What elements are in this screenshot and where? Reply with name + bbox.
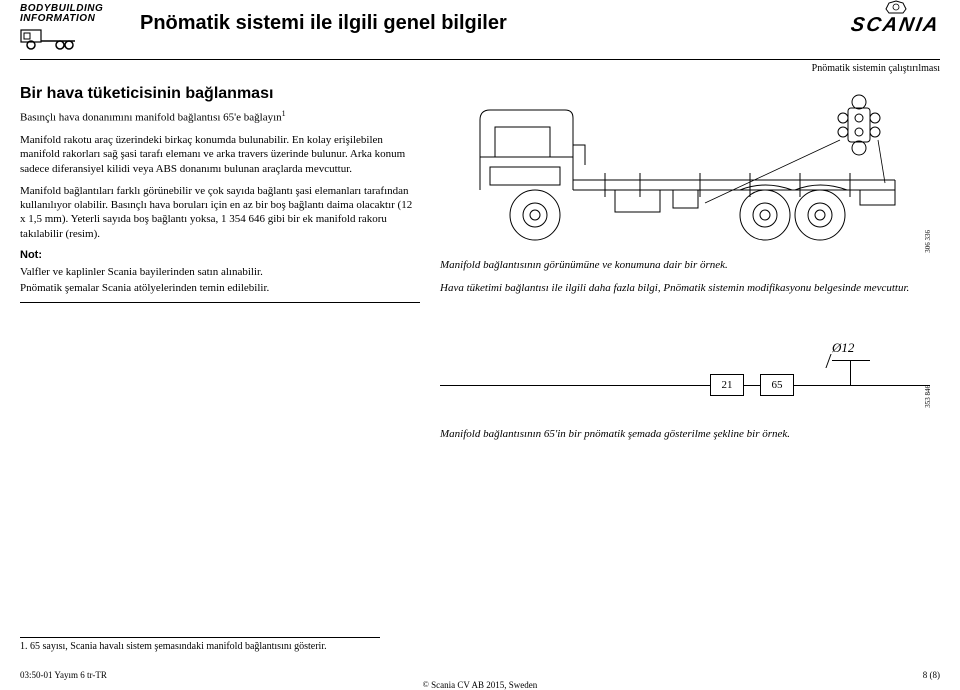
schematic-figure: 21 65 Ø12 353 846 xyxy=(440,350,930,410)
main-content: Bir hava tüketicisinin bağlanması Basınç… xyxy=(20,85,940,440)
footer-center: © Scania CV AB 2015, Sweden xyxy=(0,680,960,690)
paragraph-1: Basınçlı hava donanımını manifold bağlan… xyxy=(20,109,420,125)
figure-caption-2: Manifold bağlantısının 65'in bir pnömati… xyxy=(440,428,930,440)
right-column: 306 336 Manifold bağlantısının görünümün… xyxy=(440,85,930,440)
bodybuilding-logo: BODYBUILDING INFORMATION xyxy=(20,4,120,49)
p1-text: Basınçlı hava donanımını manifold bağlan… xyxy=(20,112,282,124)
copyright-symbol: © xyxy=(423,680,429,689)
page-footer: 03:50-01 Yayım 6 tr-TR 8 (8) xyxy=(20,670,940,680)
brand-word: SCANIA xyxy=(849,14,942,37)
figure-ref-1: 306 336 xyxy=(924,230,932,253)
page-header: BODYBUILDING INFORMATION Pnömatik sistem… xyxy=(20,0,940,60)
figure-note: Hava tüketimi bağlantısı ile ilgili daha… xyxy=(440,281,930,295)
p1-sup: 1 xyxy=(282,109,286,118)
schematic-box-21: 21 xyxy=(710,374,744,396)
footer-right: 8 (8) xyxy=(923,670,940,680)
header-subtext: Pnömatik sistemin çalıştırılması xyxy=(812,63,940,74)
section-divider xyxy=(20,302,420,303)
paragraph-3: Manifold bağlantıları farklı görünebilir… xyxy=(20,184,420,241)
logo-line2: INFORMATION xyxy=(20,14,120,24)
note-label: Not: xyxy=(20,249,420,261)
schematic-diameter: Ø12 xyxy=(832,340,854,356)
paragraph-2: Manifold rakotu araç üzerindeki birkaç k… xyxy=(20,133,420,176)
document-title: Pnömatik sistemi ile ilgili genel bilgil… xyxy=(140,12,507,35)
scania-emblem-icon xyxy=(881,0,911,14)
footer-center-text: Scania CV AB 2015, Sweden xyxy=(431,680,537,690)
note-line-1: Valfler ve kaplinler Scania bayilerinden… xyxy=(20,265,420,279)
brand-logo: SCANIA xyxy=(851,0,940,37)
schematic-hline xyxy=(440,385,930,386)
truck-chassis-icon xyxy=(440,85,930,255)
footnote-num: 1. xyxy=(20,641,28,652)
figure-caption-1: Manifold bağlantısının görünümüne ve kon… xyxy=(440,259,930,271)
left-column: Bir hava tüketicisinin bağlanması Basınç… xyxy=(20,85,420,440)
footnote-text: 65 sayısı, Scania havalı sistem şemasınd… xyxy=(30,641,327,652)
schematic-diam-slash xyxy=(825,354,840,368)
truck-figure: 306 336 xyxy=(440,85,930,255)
schematic-box-65: 65 xyxy=(760,374,794,396)
note-line-2: Pnömatik şemalar Scania atölyelerinden t… xyxy=(20,281,420,295)
truck-icon xyxy=(20,24,80,52)
figure-ref-2: 353 846 xyxy=(924,385,932,408)
footer-left: 03:50-01 Yayım 6 tr-TR xyxy=(20,670,107,680)
section-heading: Bir hava tüketicisinin bağlanması xyxy=(20,85,420,103)
footnote: 1. 65 sayısı, Scania havalı sistem şemas… xyxy=(20,637,380,652)
schematic-vline xyxy=(850,360,851,385)
